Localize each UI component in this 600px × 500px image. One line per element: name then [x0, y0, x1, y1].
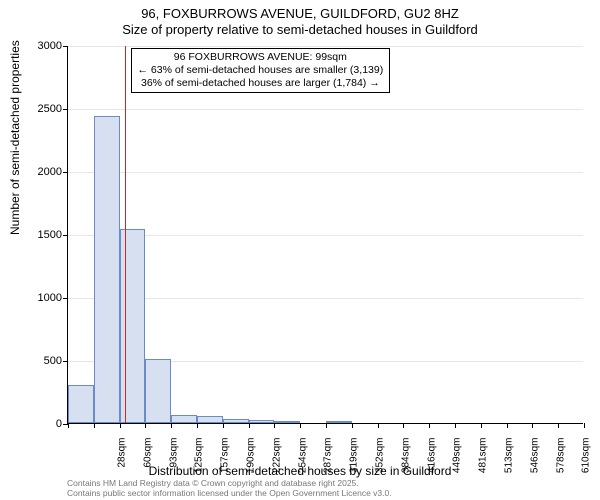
xtick-label: 481sqm [478, 438, 489, 488]
footer-attribution: Contains HM Land Registry data © Crown c… [67, 478, 392, 498]
histogram-bar [68, 385, 94, 423]
histogram-bar [94, 116, 120, 423]
annotation-line: ← 63% of semi-detached houses are smalle… [138, 64, 384, 77]
xtick-label: 578sqm [555, 438, 566, 488]
plot-area: 05001000150020002500300028sqm60sqm93sqm1… [67, 46, 583, 424]
histogram-bar [197, 416, 223, 423]
footer-line2: Contains public sector information licen… [67, 488, 392, 498]
ytick-mark [63, 46, 68, 47]
y-axis-label: Number of semi-detached properties [8, 40, 22, 235]
chart-title: 96, FOXBURROWS AVENUE, GUILDFORD, GU2 8H… [0, 6, 600, 39]
xtick-mark [223, 423, 224, 428]
xtick-mark [558, 423, 559, 428]
xtick-label: 610sqm [581, 438, 592, 488]
xtick-mark [120, 423, 121, 428]
ytick-mark [63, 235, 68, 236]
xtick-mark [507, 423, 508, 428]
gridline [68, 172, 583, 173]
annotation-box: 96 FOXBURROWS AVENUE: 99sqm← 63% of semi… [131, 48, 391, 93]
xtick-mark [455, 423, 456, 428]
xtick-mark [584, 423, 585, 428]
ytick-mark [63, 172, 68, 173]
gridline [68, 46, 583, 47]
x-axis-label: Distribution of semi-detached houses by … [0, 464, 600, 478]
ytick-label: 500 [18, 355, 62, 367]
xtick-mark [197, 423, 198, 428]
histogram-bar [326, 421, 352, 423]
xtick-mark [326, 423, 327, 428]
xtick-mark [481, 423, 482, 428]
gridline [68, 109, 583, 110]
xtick-mark [171, 423, 172, 428]
xtick-mark [68, 423, 69, 428]
ytick-label: 3000 [18, 40, 62, 52]
ytick-mark [63, 298, 68, 299]
xtick-mark [403, 423, 404, 428]
xtick-mark [94, 423, 95, 428]
xtick-mark [352, 423, 353, 428]
xtick-label: 416sqm [426, 438, 437, 488]
histogram-bar [171, 415, 197, 423]
histogram-bar [223, 419, 249, 423]
footer-line1: Contains HM Land Registry data © Crown c… [67, 478, 392, 488]
xtick-label: 546sqm [529, 438, 540, 488]
ytick-mark [63, 361, 68, 362]
xtick-mark [274, 423, 275, 428]
histogram-bar [274, 421, 300, 423]
xtick-label: 449sqm [452, 438, 463, 488]
xtick-label: 384sqm [400, 438, 411, 488]
histogram-bar [120, 229, 146, 423]
chart-container: 96, FOXBURROWS AVENUE, GUILDFORD, GU2 8H… [0, 0, 600, 500]
annotation-line: 36% of semi-detached houses are larger (… [138, 77, 384, 90]
xtick-label: 513sqm [504, 438, 515, 488]
ytick-label: 0 [18, 418, 62, 430]
ytick-label: 2500 [18, 103, 62, 115]
title-address: 96, FOXBURROWS AVENUE, GUILDFORD, GU2 8H… [0, 6, 600, 22]
xtick-mark [249, 423, 250, 428]
xtick-mark [378, 423, 379, 428]
title-subtitle: Size of property relative to semi-detach… [0, 22, 600, 38]
ytick-label: 1500 [18, 229, 62, 241]
marker-line [125, 46, 126, 423]
histogram-bar [145, 359, 171, 423]
xtick-mark [532, 423, 533, 428]
ytick-label: 2000 [18, 166, 62, 178]
annotation-line: 96 FOXBURROWS AVENUE: 99sqm [138, 51, 384, 64]
xtick-mark [300, 423, 301, 428]
ytick-label: 1000 [18, 292, 62, 304]
histogram-bar [249, 420, 275, 423]
ytick-mark [63, 109, 68, 110]
xtick-mark [145, 423, 146, 428]
xtick-mark [429, 423, 430, 428]
